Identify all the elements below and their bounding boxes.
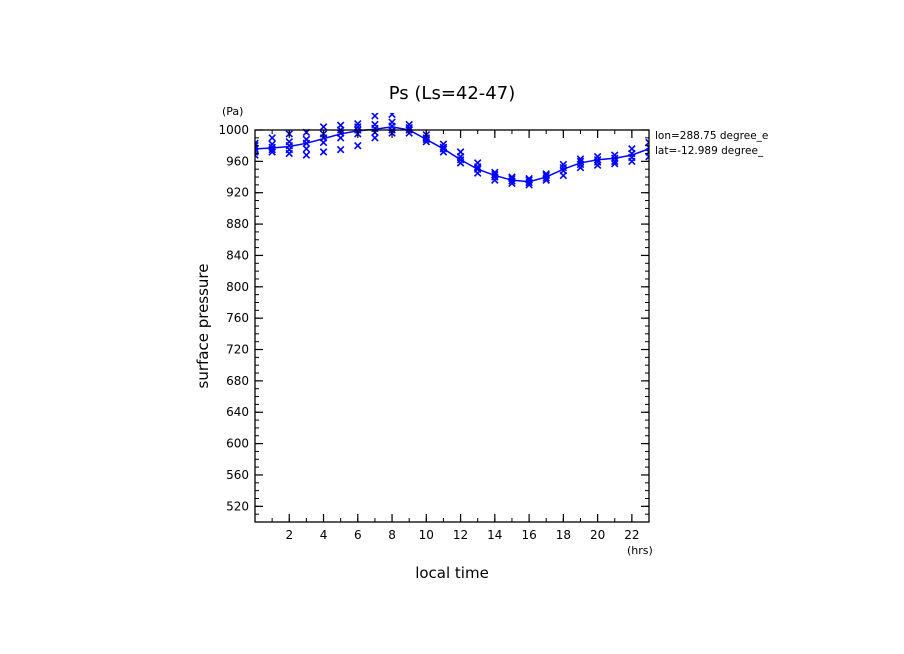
mean-pressure-line — [255, 126, 649, 183]
scatter-point — [473, 159, 482, 167]
scatter-point — [525, 176, 533, 184]
y-tick-label: 600 — [226, 437, 249, 451]
scatter-point — [645, 138, 649, 147]
lon-annotation: lon=288.75 degree_e — [655, 130, 768, 142]
scatter-point — [491, 168, 499, 177]
scatter-point — [319, 123, 328, 131]
scatter-point — [354, 141, 362, 150]
scatter-point — [491, 170, 499, 179]
x-tick-label: 6 — [354, 528, 362, 542]
x-tick-label: 16 — [521, 528, 536, 542]
scatter-point — [508, 173, 516, 181]
scatter-point — [302, 151, 311, 159]
x-tick-label: 20 — [590, 528, 605, 542]
y-tick-label: 920 — [226, 186, 249, 200]
lat-annotation: lat=-12.989 degree_ — [655, 145, 764, 157]
y-axis-title: surface pressure — [194, 264, 212, 389]
scatter-point — [610, 151, 619, 159]
plot-frame — [254, 129, 650, 523]
x-tick-label: 8 — [388, 528, 396, 542]
scatter-point — [405, 120, 413, 129]
scatter-point — [542, 171, 550, 180]
y-tick-label: 760 — [226, 311, 249, 325]
y-tick-label: 560 — [226, 468, 249, 482]
y-axis-unit: (Pa) — [222, 105, 243, 118]
scatter-point — [473, 165, 482, 173]
scatter-point — [593, 158, 602, 166]
y-tick-label: 960 — [226, 154, 249, 168]
x-tick-label: 14 — [487, 528, 502, 542]
scatter-point — [576, 155, 585, 163]
y-tick-label: 520 — [226, 499, 249, 513]
y-tick-label: 840 — [226, 248, 249, 262]
scatter-point — [456, 148, 465, 156]
y-tick-label: 800 — [226, 280, 249, 294]
scatter-point — [508, 174, 516, 183]
scatter-point — [388, 118, 396, 126]
x-tick-label: 18 — [556, 528, 571, 542]
y-tick-label: 1000 — [218, 123, 249, 137]
scatter-point — [268, 140, 276, 148]
scatter-point — [336, 145, 345, 154]
scatter-point — [610, 159, 619, 168]
scatter-point — [388, 113, 396, 119]
scatter-point — [268, 145, 276, 154]
scatter-point — [371, 113, 379, 120]
scatter-point — [319, 148, 328, 156]
y-tick-label: 680 — [226, 374, 249, 388]
chart-title: Ps (Ls=42-47) — [389, 83, 515, 104]
scatter-point — [285, 137, 294, 146]
scatter-point — [302, 135, 311, 144]
scatter-point — [371, 134, 379, 142]
scatter-point — [439, 140, 448, 148]
y-tick-label: 640 — [226, 405, 249, 419]
scatter-point — [542, 170, 550, 178]
scatter-point — [593, 152, 602, 161]
scatter-point — [336, 121, 345, 130]
x-tick-label: 10 — [419, 528, 434, 542]
x-tick-label: 22 — [624, 528, 639, 542]
scatter-point — [371, 120, 379, 129]
scatter-point — [302, 145, 311, 153]
axis-ticks — [254, 129, 650, 523]
y-tick-label: 880 — [226, 217, 249, 231]
y-tick-label: 720 — [226, 343, 249, 357]
x-tick-label: 4 — [320, 528, 328, 542]
x-axis-title: local time — [415, 564, 489, 582]
scatter-point — [525, 174, 533, 183]
x-axis-unit: (hrs) — [627, 544, 653, 557]
tick-labels: 2 4 6 8 10 12 14 16 18 20 22 520 560 600 640 680 720 760 8… — [218, 123, 639, 542]
scatter-point — [628, 145, 636, 153]
scatter-point — [559, 160, 568, 169]
scatter-point — [576, 157, 585, 166]
scatter-point — [268, 134, 276, 142]
plot-marks — [255, 113, 649, 189]
scatter-point — [354, 119, 362, 128]
x-tick-label: 2 — [285, 528, 293, 542]
x-tick-label: 12 — [453, 528, 468, 542]
